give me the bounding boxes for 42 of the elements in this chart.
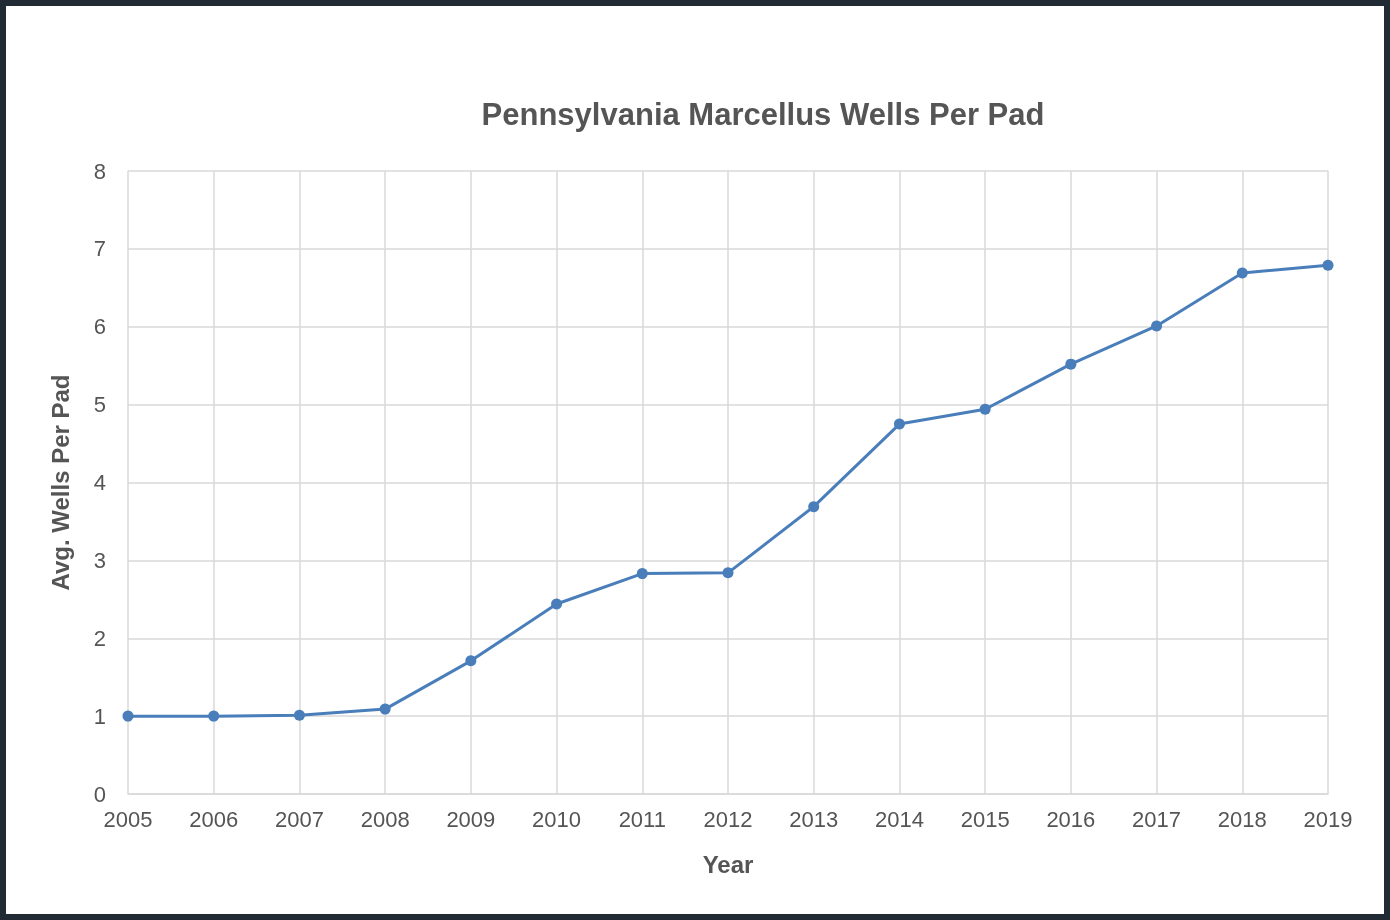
x-tick-label: 2006 (189, 806, 239, 832)
point (122, 710, 134, 722)
y-tick-label: 3 (93, 547, 106, 573)
x-tick-label: 2019 (1303, 806, 1353, 832)
y-tick-label: 0 (93, 781, 106, 807)
point (893, 418, 905, 430)
point (1322, 259, 1334, 271)
point (465, 655, 477, 667)
point (1065, 358, 1077, 370)
point (293, 709, 305, 721)
point (379, 703, 391, 715)
point (979, 403, 991, 415)
point (208, 710, 220, 722)
point (808, 501, 820, 513)
x-tick-label: 2007 (274, 806, 324, 832)
x-axis-title: Year (702, 850, 754, 878)
y-tick-label: 2 (93, 625, 106, 651)
x-tick-label: 2012 (703, 806, 753, 832)
y-tick-label: 1 (93, 703, 106, 729)
point (1236, 267, 1248, 279)
x-tick-label: 2013 (789, 806, 839, 832)
x-tick-label: 2015 (960, 806, 1010, 832)
point (1151, 320, 1163, 332)
x-tick-label: 2010 (532, 806, 582, 832)
y-tick-label: 8 (93, 158, 106, 184)
x-tick-label: 2005 (103, 806, 153, 832)
x-tick-label: 2016 (1046, 806, 1096, 832)
x-tick-label: 2017 (1132, 806, 1182, 832)
x-tick-label: 2018 (1217, 806, 1267, 832)
x-tick-label: 2009 (446, 806, 496, 832)
y-tick-label: 7 (93, 236, 106, 262)
y-tick-label: 6 (93, 314, 106, 340)
point (551, 598, 563, 610)
y-tick-label: 5 (93, 392, 106, 418)
chart-title: Pennsylvania Marcellus Wells Per Pad (481, 97, 1045, 132)
x-tick-label: 2014 (874, 806, 924, 832)
point (636, 568, 648, 580)
point (722, 567, 734, 579)
x-tick-label: 2008 (360, 806, 410, 832)
y-axis-title: Avg. Wells Per Pad (46, 374, 74, 591)
y-tick-label: 4 (93, 470, 106, 495)
x-tick-label: 2011 (618, 806, 666, 832)
